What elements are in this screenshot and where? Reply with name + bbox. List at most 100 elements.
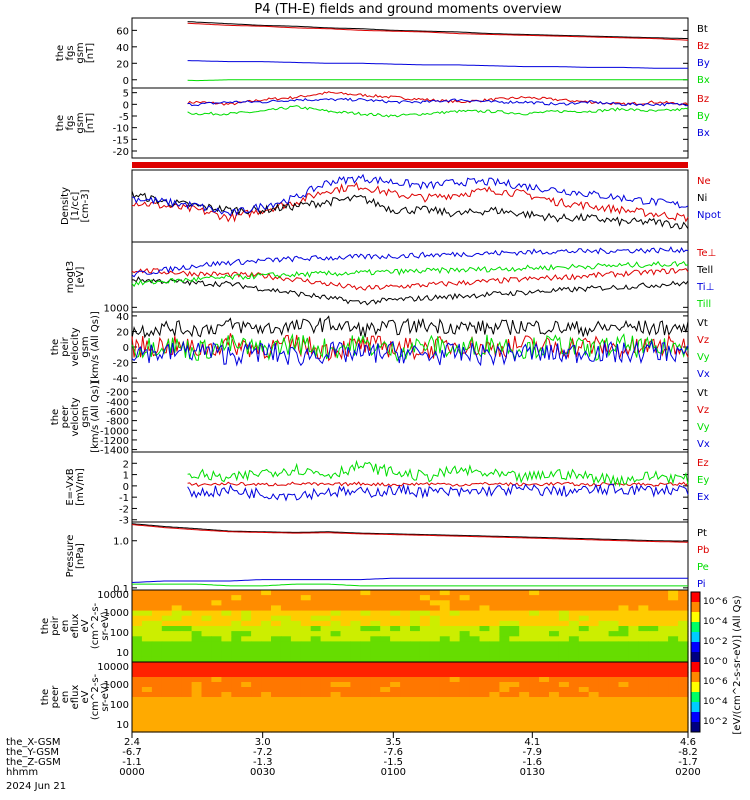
heatmap-cell-peir-spec [648, 600, 659, 606]
heatmap-cell-peer-spec [181, 707, 193, 713]
heatmap-cell-peir-spec [370, 610, 381, 617]
heatmap-cell-peer-spec [648, 707, 659, 713]
ytick-label-fgs: 60 [116, 26, 129, 37]
heatmap-cell-peir-spec [261, 600, 272, 606]
heatmap-cell-peir-spec [558, 631, 570, 637]
heatmap-cell-peer-spec [608, 717, 620, 723]
heatmap-cell-peer-spec [261, 692, 272, 698]
heatmap-cell-peer-spec [370, 717, 381, 723]
heatmap-cell-peir-spec [549, 615, 560, 622]
heatmap-cell-peir-spec [449, 590, 461, 596]
xaxis-value: -6.7 [122, 747, 142, 758]
heatmap-cell-peer-spec [658, 692, 669, 698]
heatmap-cell-peir-spec [638, 636, 649, 642]
heatmap-cell-peer-spec [489, 717, 500, 723]
heatmap-cell-peir-spec [280, 646, 292, 653]
heatmap-cell-peer-spec [350, 677, 361, 683]
heatmap-cell-peir-spec [598, 610, 610, 617]
legend-fgs-Bt: Bt [697, 24, 708, 35]
heatmap-cell-peir-spec [280, 590, 292, 596]
heatmap-cell-peir-spec [648, 615, 659, 622]
heatmap-cell-peer-spec [251, 727, 262, 733]
series-fgs-dsl-Bx [187, 97, 689, 107]
heatmap-cell-peir-spec [588, 595, 600, 601]
heatmap-cell-peer-spec [558, 682, 570, 688]
heatmap-cell-peir-spec [201, 626, 212, 632]
heatmap-cell-peer-spec [558, 697, 570, 703]
heatmap-cell-peer-spec [618, 672, 629, 678]
heatmap-cell-peer-spec [678, 707, 689, 713]
heatmap-cell-peer-spec [479, 677, 490, 683]
heatmap-cell-peer-spec [132, 662, 143, 668]
colorbar-swatch [691, 682, 700, 693]
heatmap-cell-peir-spec [429, 636, 441, 642]
legend-velocity-peer-Vt: Vt [697, 388, 708, 399]
heatmap-cell-peir-spec [489, 631, 500, 637]
heatmap-cell-peer-spec [211, 702, 222, 708]
colorbar-swatch [691, 702, 700, 713]
heatmap-cell-peir-spec [290, 595, 302, 601]
heatmap-cell-peer-spec [320, 722, 332, 728]
heatmap-cell-peer-spec [578, 712, 590, 718]
heatmap-cell-peir-spec [549, 626, 560, 632]
heatmap-cell-peer-spec [271, 712, 282, 718]
heatmap-cell-peir-spec [201, 595, 212, 601]
heatmap-cell-peer-spec [221, 667, 232, 673]
heatmap-cell-peir-spec [211, 600, 222, 606]
heatmap-cell-peer-spec [658, 697, 669, 703]
heatmap-cell-peer-spec [628, 692, 639, 698]
heatmap-cell-peir-spec [350, 590, 361, 596]
heatmap-cell-peer-spec [449, 687, 461, 693]
ytick-label-fgs-dsl: -15 [113, 135, 129, 146]
heatmap-cell-peer-spec [638, 672, 649, 678]
heatmap-cell-peir-spec [271, 600, 282, 606]
ylabel-peer-spec: peer [50, 685, 61, 709]
xaxis-row-label: the_Z-GSM [6, 757, 61, 768]
heatmap-cell-peer-spec [668, 677, 679, 683]
heatmap-cell-peir-spec [489, 641, 500, 648]
heatmap-cell-peir-spec [370, 595, 381, 601]
heatmap-cell-peir-spec [439, 610, 451, 617]
heatmap-cell-peir-spec [558, 600, 570, 606]
heatmap-cell-peir-spec [499, 590, 510, 596]
heatmap-cell-peer-spec [459, 682, 471, 688]
heatmap-cell-peir-spec [320, 636, 332, 642]
heatmap-cell-peir-spec [410, 620, 421, 627]
heatmap-cell-peir-spec [360, 636, 371, 642]
heatmap-cell-peir-spec [211, 636, 222, 642]
heatmap-cell-peer-spec [469, 727, 481, 733]
heatmap-cell-peir-spec [628, 651, 639, 658]
heatmap-cell-peir-spec [459, 605, 471, 612]
heatmap-cell-peir-spec [191, 656, 203, 663]
heatmap-cell-peir-spec [310, 636, 322, 642]
heatmap-cell-peer-spec [300, 667, 312, 673]
heatmap-cell-peer-spec [678, 722, 689, 728]
heatmap-cell-peir-spec [310, 631, 322, 637]
heatmap-cell-peir-spec [469, 631, 481, 637]
heatmap-cell-peer-spec [241, 692, 252, 698]
heatmap-cell-peer-spec [608, 722, 620, 728]
heatmap-cell-peer-spec [330, 722, 342, 728]
heatmap-cell-peer-spec [251, 682, 262, 688]
heatmap-cell-peer-spec [280, 662, 292, 668]
heatmap-cell-peer-spec [638, 702, 649, 708]
heatmap-cell-peir-spec [439, 651, 451, 658]
ytick-label-peir-spec: 1000 [104, 608, 129, 619]
colorbar-swatch [691, 612, 700, 623]
heatmap-cell-peir-spec [568, 641, 580, 648]
heatmap-cell-peir-spec [608, 651, 620, 658]
heatmap-cell-peer-spec [668, 717, 679, 723]
heatmap-cell-peer-spec [132, 702, 143, 708]
heatmap-cell-peir-spec [489, 646, 500, 653]
heatmap-cell-peir-spec [598, 595, 610, 601]
heatmap-cell-peir-spec [191, 636, 203, 642]
ylabel-peir-spec: en [60, 620, 71, 633]
heatmap-cell-peer-spec [280, 687, 292, 693]
heatmap-cell-peir-spec [479, 631, 490, 637]
heatmap-cell-peer-spec [598, 677, 610, 683]
heatmap-cell-peer-spec [539, 672, 550, 678]
heatmap-cell-peir-spec [330, 590, 342, 596]
heatmap-cell-peir-spec [638, 626, 649, 632]
heatmap-cell-peir-spec [241, 590, 252, 596]
heatmap-cell-peer-spec [280, 722, 292, 728]
